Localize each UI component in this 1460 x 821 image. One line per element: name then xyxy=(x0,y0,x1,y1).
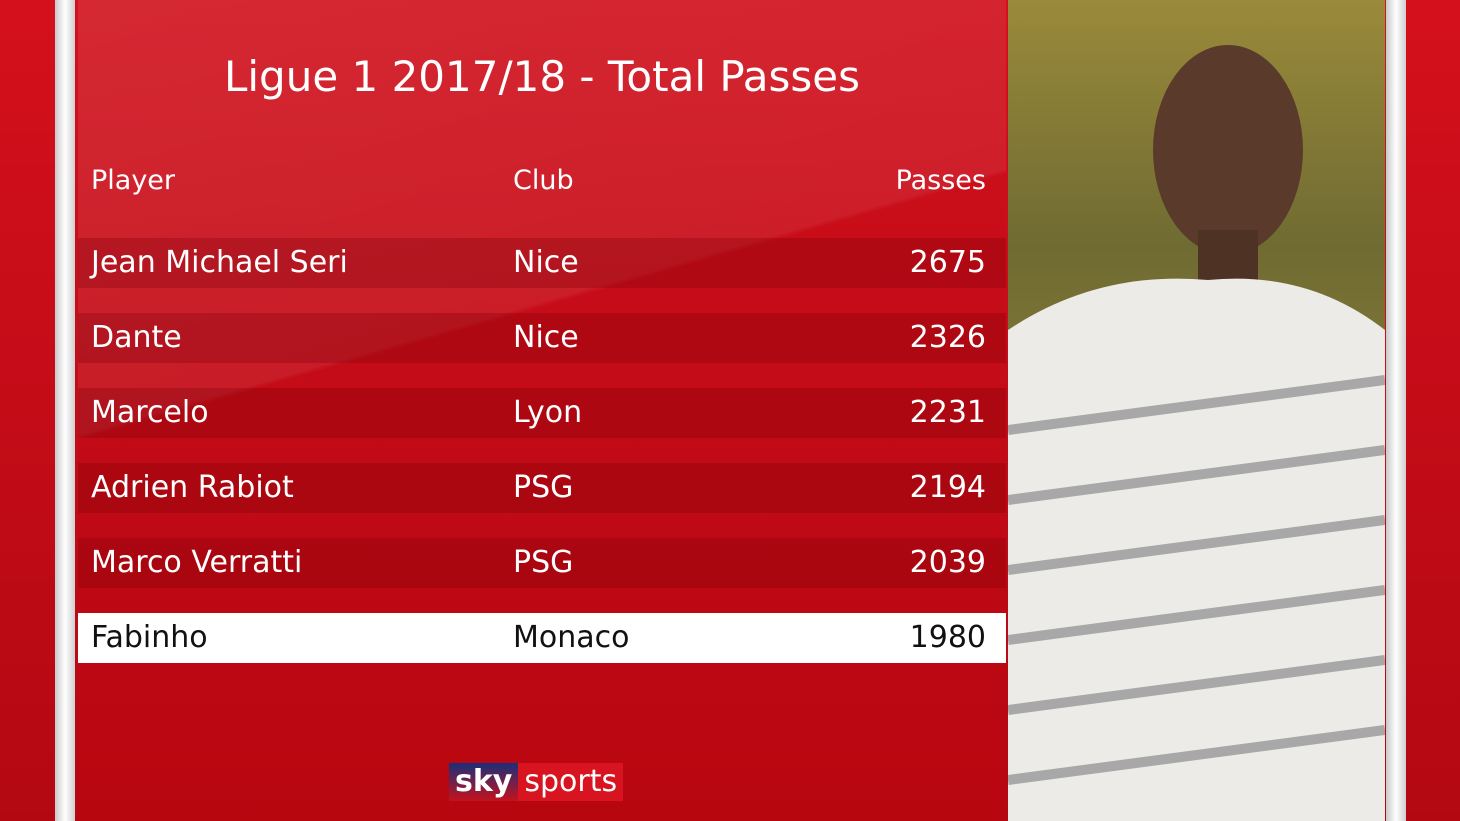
player-name: Adrien Rabiot xyxy=(91,470,294,505)
row-band xyxy=(78,388,1006,438)
player-name: Marco Verratti xyxy=(91,545,303,580)
player-name: Jean Michael Seri xyxy=(91,245,348,280)
club-name: Lyon xyxy=(513,395,583,430)
column-header: Club xyxy=(513,165,574,196)
logo: sky sports xyxy=(449,763,624,801)
head xyxy=(1153,45,1303,255)
column-header: Player xyxy=(91,165,176,196)
passes-value: 2039 xyxy=(909,545,986,580)
player-photo xyxy=(1008,0,1385,821)
row-band xyxy=(78,238,1006,288)
logo-sports: sports xyxy=(518,763,624,801)
player-name: Dante xyxy=(91,320,182,355)
player-name: Fabinho xyxy=(91,620,208,655)
club-name: Monaco xyxy=(513,620,630,655)
passes-value: 2675 xyxy=(909,245,986,280)
club-name: Nice xyxy=(513,320,579,355)
club-name: PSG xyxy=(513,470,574,505)
club-name: Nice xyxy=(513,245,579,280)
logo-sky: sky xyxy=(449,763,519,801)
passes-value: 2194 xyxy=(909,470,986,505)
stripe xyxy=(55,0,75,821)
stripe xyxy=(1386,0,1406,821)
row-band xyxy=(78,538,1006,588)
shirt-stripes xyxy=(1008,375,1385,785)
player-name: Marcelo xyxy=(91,395,209,430)
club-name: PSG xyxy=(513,545,574,580)
passes-value: 1980 xyxy=(909,620,986,655)
passes-value: 2231 xyxy=(909,395,986,430)
sheen xyxy=(78,0,1006,821)
row-band xyxy=(78,313,1006,363)
highlight-row xyxy=(78,613,1006,663)
row-band xyxy=(78,463,1006,513)
column-header: Passes xyxy=(895,165,986,196)
photo-art xyxy=(1008,45,1385,821)
table-panel xyxy=(78,0,1006,821)
title: Ligue 1 2017/18 - Total Passes xyxy=(223,52,861,101)
passes-value: 2326 xyxy=(909,320,986,355)
